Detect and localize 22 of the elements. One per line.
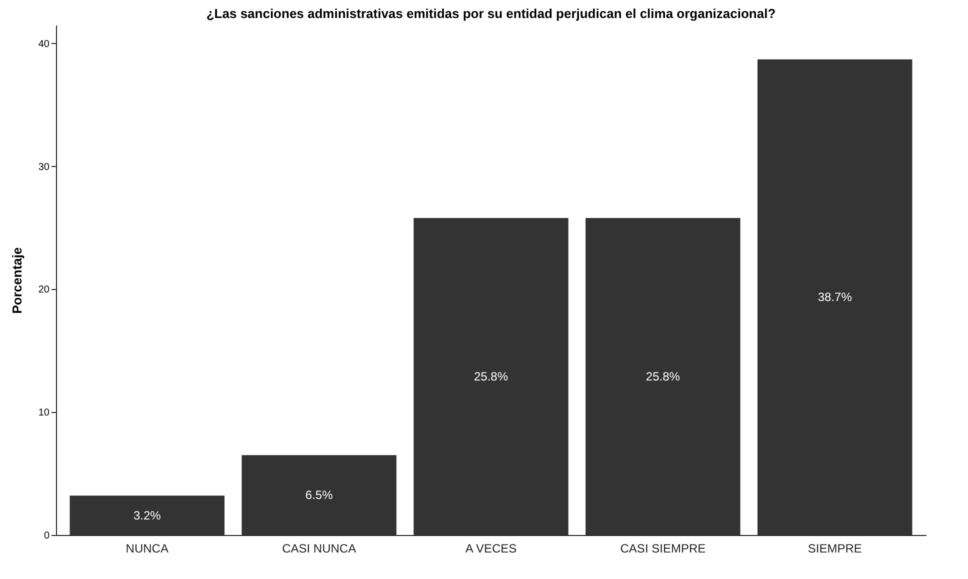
data-label: 3.2% — [133, 508, 162, 522]
x-tick-label: CASI NUNCA — [282, 542, 356, 556]
bar — [758, 59, 912, 535]
x-tick-label: NUNCA — [126, 542, 168, 556]
bar — [586, 218, 740, 535]
x-tick-label: SIEMPRE — [808, 542, 862, 556]
y-axis-title: Porcentaje — [9, 247, 24, 314]
chart-title: ¿Las sanciones administrativas emitidas por su entidad perjudican el clima organizacional? — [206, 6, 776, 21]
y-tick-label: 10 — [38, 408, 50, 419]
bar — [242, 455, 396, 535]
data-label: 6.5% — [305, 488, 334, 502]
data-label: 25.8% — [474, 369, 508, 384]
x-tick-label: A VECES — [465, 542, 517, 556]
x-tick-label: CASI SIEMPRE — [620, 542, 706, 556]
bar — [414, 218, 568, 535]
y-tick-label: 40 — [38, 38, 50, 50]
data-label: 25.8% — [646, 369, 680, 384]
data-label: 38.7% — [818, 290, 852, 304]
y-tick-label: 30 — [38, 162, 50, 173]
bar — [70, 496, 224, 535]
y-tick-label: 0 — [44, 530, 50, 542]
y-tick-label: 20 — [38, 284, 50, 296]
